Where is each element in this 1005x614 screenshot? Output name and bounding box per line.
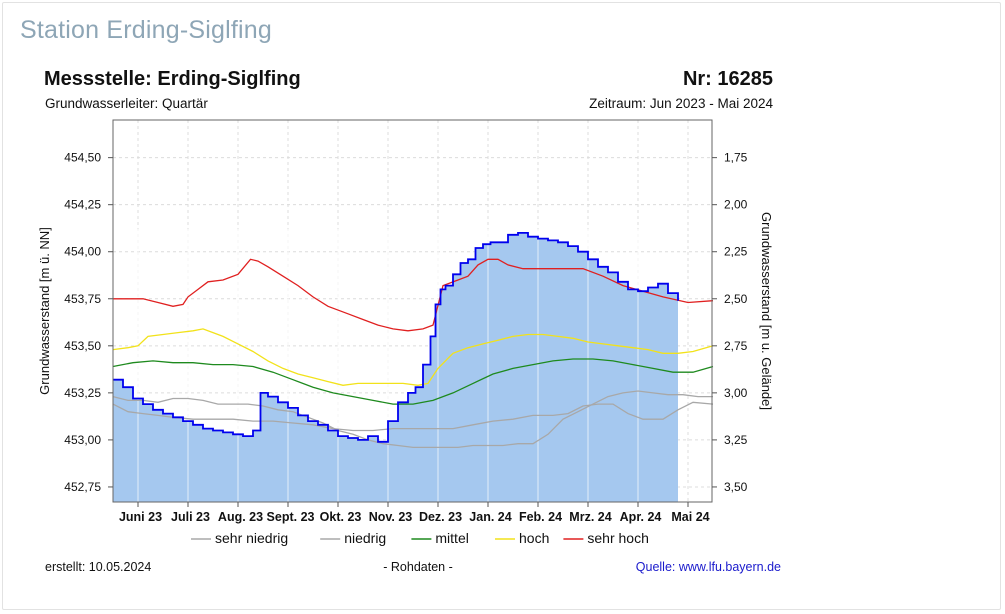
aquifer-label: Grundwasserleiter: Quartär [45, 96, 208, 111]
y2-tick-label: 3,25 [724, 433, 748, 447]
x-tick-label: Dez. 23 [419, 510, 462, 524]
raw-data-note: - Rohdaten - [383, 560, 452, 574]
y-tick-label: 453,50 [64, 339, 101, 353]
measured-line [113, 232, 679, 443]
x-tick-label: Mrz. 24 [569, 510, 611, 524]
x-tick-label: Sept. 23 [267, 510, 315, 524]
y-tick-label: 452,75 [64, 480, 101, 494]
series-line-sehr-hoch [113, 258, 714, 332]
period-label: Zeitraum: Jun 2023 - Mai 2024 [589, 96, 773, 111]
x-tick-label: Feb. 24 [519, 510, 562, 524]
y2-tick-label: 3,00 [724, 386, 748, 400]
station-number: Nr: 16285 [683, 68, 773, 90]
series-line-mittel [112, 358, 714, 405]
plot-border [112, 119, 713, 503]
y2-tick-label: 2,00 [724, 198, 748, 212]
y-tick-label: 453,75 [64, 292, 101, 306]
x-tick-label: Apr. 24 [620, 510, 662, 524]
legend-label-sehr-niedrig: sehr niedrig [215, 530, 288, 546]
y-tick-label: 453,00 [64, 433, 101, 447]
station-title: Station Erding-Siglfing [20, 16, 272, 44]
y-tick-label: 454,25 [64, 198, 101, 212]
y2-tick-label: 1,75 [724, 151, 748, 165]
figure-heading: Messstelle: Erding-Siglfing [44, 68, 301, 90]
y-axis-title: Grundwasserstand [m ü. NN] [37, 227, 52, 395]
x-tick-label: Juni 23 [119, 510, 162, 524]
legend-label-mittel: mittel [435, 530, 468, 546]
source-link[interactable]: Quelle: www.lfu.bayern.de [636, 560, 781, 574]
legend-label-niedrig: niedrig [344, 530, 386, 546]
series-line-niedrig [112, 401, 714, 432]
series-line-hoch [112, 328, 714, 386]
x-tick-label: Mai 24 [671, 510, 709, 524]
y2-tick-label: 2,75 [724, 339, 748, 353]
y2-tick-label: 3,50 [724, 480, 748, 494]
legend-label-sehr-hoch: sehr hoch [587, 530, 648, 546]
y2-tick-label: 2,25 [724, 245, 748, 259]
x-tick-label: Nov. 23 [369, 510, 413, 524]
y2-tick-label: 2,50 [724, 292, 748, 306]
y-tick-label: 454,50 [64, 151, 101, 165]
x-tick-label: Okt. 23 [320, 510, 362, 524]
legend-label-hoch: hoch [519, 530, 549, 546]
y-tick-label: 453,25 [64, 386, 101, 400]
legend: sehr niedrig niedrig mittel hoch sehr hoch [191, 530, 649, 546]
x-tick-label: Juli 23 [171, 510, 210, 524]
created-date: erstellt: 10.05.2024 [45, 560, 151, 574]
plot-area: 452,75 453,00 453,25 453,50 453,75 454,00 454,… [64, 119, 748, 524]
series-line-sehr-niedrig [112, 390, 713, 449]
y-tick-label: 454,00 [64, 245, 101, 259]
y2-axis-title: Grundwasserstand [m u. Gelände] [759, 212, 774, 410]
x-tick-label: Aug. 23 [218, 510, 263, 524]
measured-area [113, 232, 678, 502]
x-tick-label: Jan. 24 [469, 510, 511, 524]
